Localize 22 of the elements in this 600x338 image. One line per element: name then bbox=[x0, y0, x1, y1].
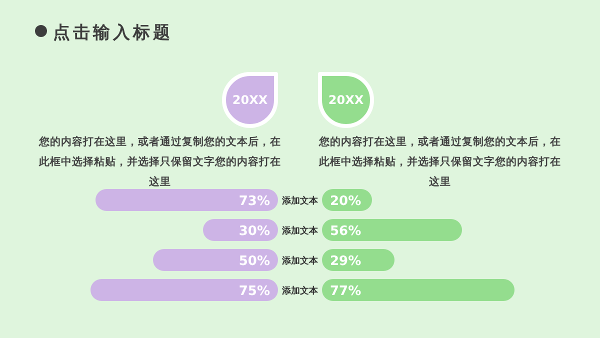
chart-title: 点击输入标题 bbox=[53, 23, 173, 43]
bar bbox=[322, 219, 462, 241]
legend: 20XX bbox=[318, 72, 374, 128]
annotation: 您的内容打在这里，或者通过复制您的文本后，在此框中选择粘贴，并选择只保留文字您的内容打在这里 bbox=[38, 134, 282, 190]
bar bbox=[153, 249, 278, 271]
bar bbox=[96, 189, 278, 211]
bar bbox=[322, 279, 514, 301]
y-tick-label: 添加文本 bbox=[281, 256, 319, 266]
data-label: 73% bbox=[238, 194, 270, 209]
data-label: 75% bbox=[238, 284, 270, 299]
data-label: 50% bbox=[238, 254, 270, 269]
data-label: 56% bbox=[330, 224, 362, 239]
y-tick-label: 添加文本 bbox=[281, 286, 319, 296]
annotation: 您的内容打在这里，或者通过复制您的文本后，在此框中选择粘贴，并选择只保留文字您的内容打在这里 bbox=[318, 134, 562, 190]
bar bbox=[90, 279, 278, 301]
legend: 20XX bbox=[222, 72, 278, 128]
data-label: 29% bbox=[330, 254, 362, 269]
data-label: 30% bbox=[238, 224, 270, 239]
data-label: 20% bbox=[330, 194, 362, 209]
data-label: 77% bbox=[330, 284, 362, 299]
y-tick-label: 添加文本 bbox=[281, 226, 319, 236]
y-tick-label: 添加文本 bbox=[281, 196, 319, 206]
